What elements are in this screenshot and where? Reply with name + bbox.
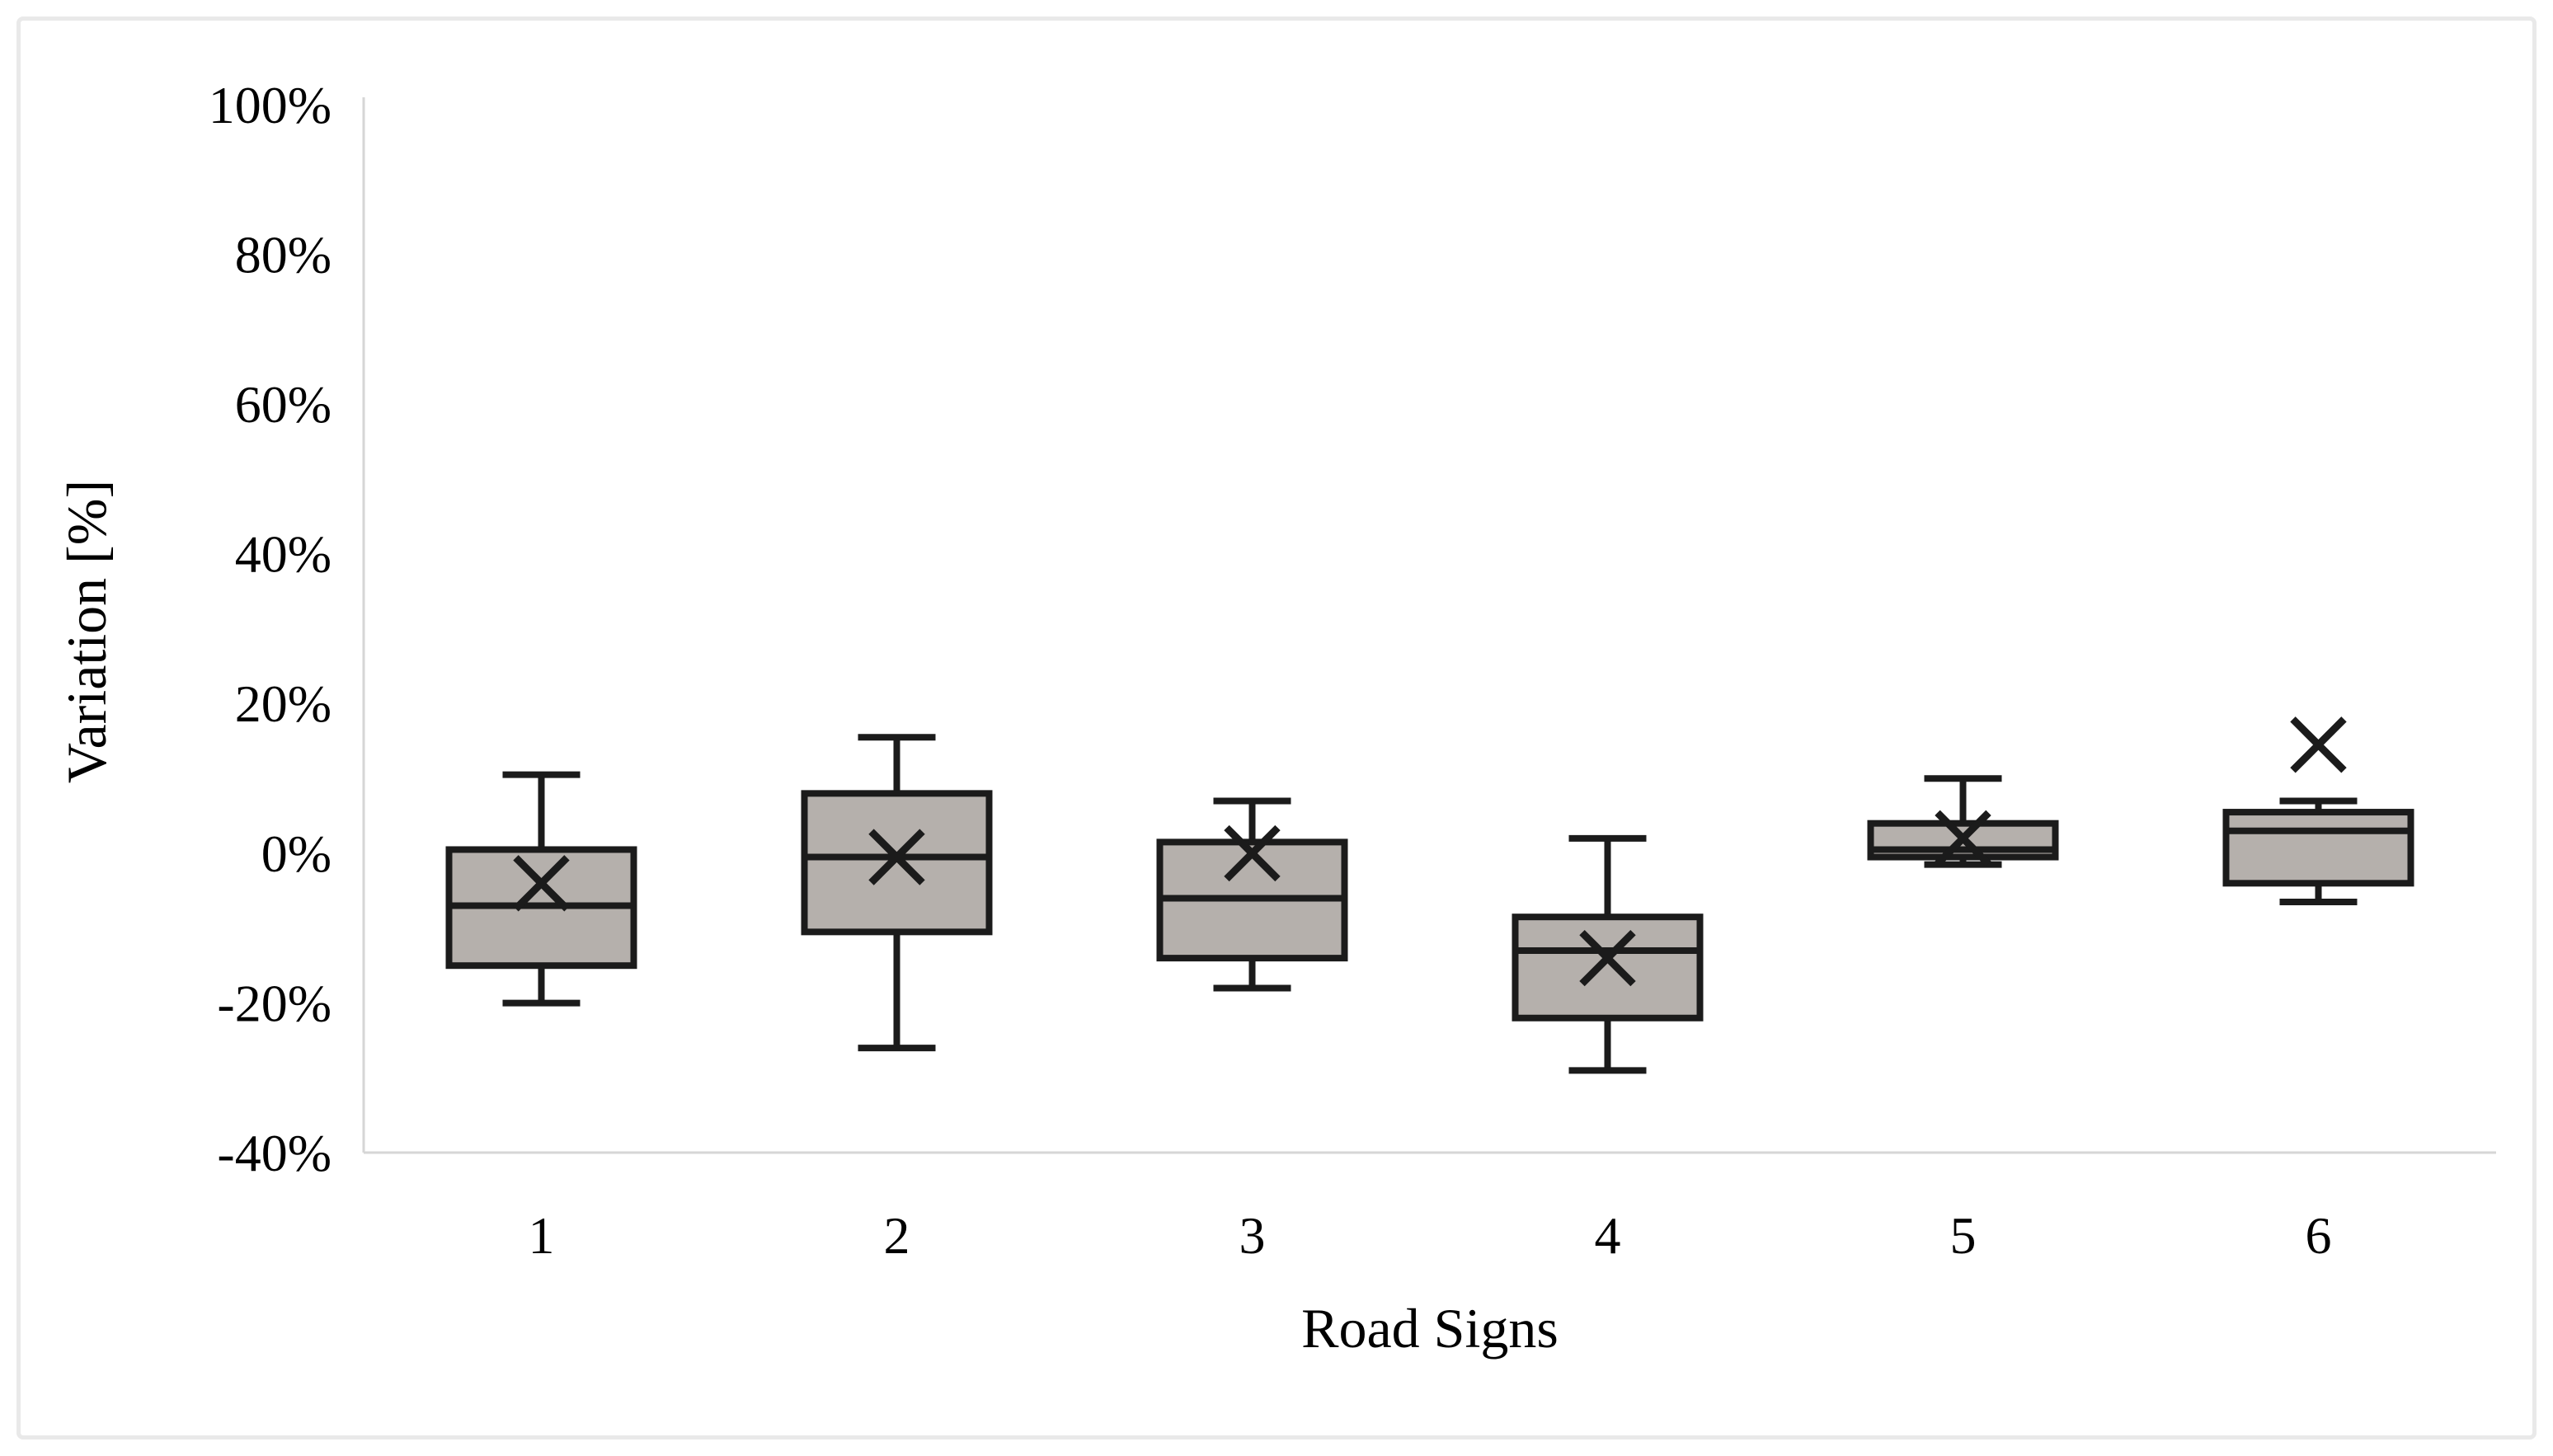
boxes-group (445, 716, 2414, 1074)
mean-x-stroke-2 (868, 829, 925, 885)
y-tick-label-100: 100% (209, 76, 331, 134)
iqr-box (801, 790, 993, 936)
x-axis-title: Road Signs (1301, 1297, 1559, 1360)
category-label-3: 3 (1239, 1206, 1266, 1265)
category-label-5: 5 (1950, 1206, 1977, 1265)
mean-x-marker (868, 829, 925, 885)
category-label-4: 4 (1595, 1206, 1621, 1265)
mean-x-marker (513, 855, 570, 912)
y-tick-label-20: 20% (235, 674, 331, 733)
mean-x-stroke-2 (513, 855, 570, 912)
mean-x-marker (2290, 716, 2347, 773)
mean-x-stroke-2 (2290, 716, 2347, 773)
iqr-box (1512, 914, 1704, 1022)
y-tick-label--40: -40% (217, 1124, 331, 1182)
boxplot-roadsign-5 (1867, 775, 2059, 868)
y-tick-label-40: 40% (235, 525, 331, 584)
mean-x-marker (1935, 810, 1991, 867)
y-tick-label-80: 80% (235, 225, 331, 284)
boxplot-roadsign-2 (801, 734, 993, 1052)
mean-x-stroke-2 (1579, 929, 1636, 987)
boxplot-roadsign-3 (1156, 797, 1348, 992)
boxplot-roadsign-6 (2222, 716, 2414, 906)
iqr-box (2222, 809, 2414, 887)
category-label-2: 2 (884, 1206, 910, 1265)
y-tick-label-0: 0% (261, 824, 331, 883)
mean-x-marker (1224, 824, 1281, 882)
category-label-6: 6 (2306, 1206, 2332, 1265)
y-tick-labels-group: 100% 80% 60% 40% 20% 0% -20% -40% (209, 76, 331, 1182)
y-tick-label--20: -20% (217, 974, 331, 1032)
mean-x-marker (1579, 929, 1636, 987)
boxplot-roadsign-4 (1512, 834, 1704, 1074)
category-labels-group: 1 2 3 4 5 6 (529, 1206, 2332, 1265)
mean-x-stroke-2 (1224, 824, 1281, 882)
y-axis-title: Variation [%] (55, 480, 118, 783)
boxplot-roadsign-1 (445, 771, 637, 1007)
category-label-1: 1 (529, 1206, 555, 1265)
y-tick-label-60: 60% (235, 375, 331, 434)
mean-x-stroke-2 (1935, 810, 1991, 867)
axes-group (362, 97, 2496, 1154)
